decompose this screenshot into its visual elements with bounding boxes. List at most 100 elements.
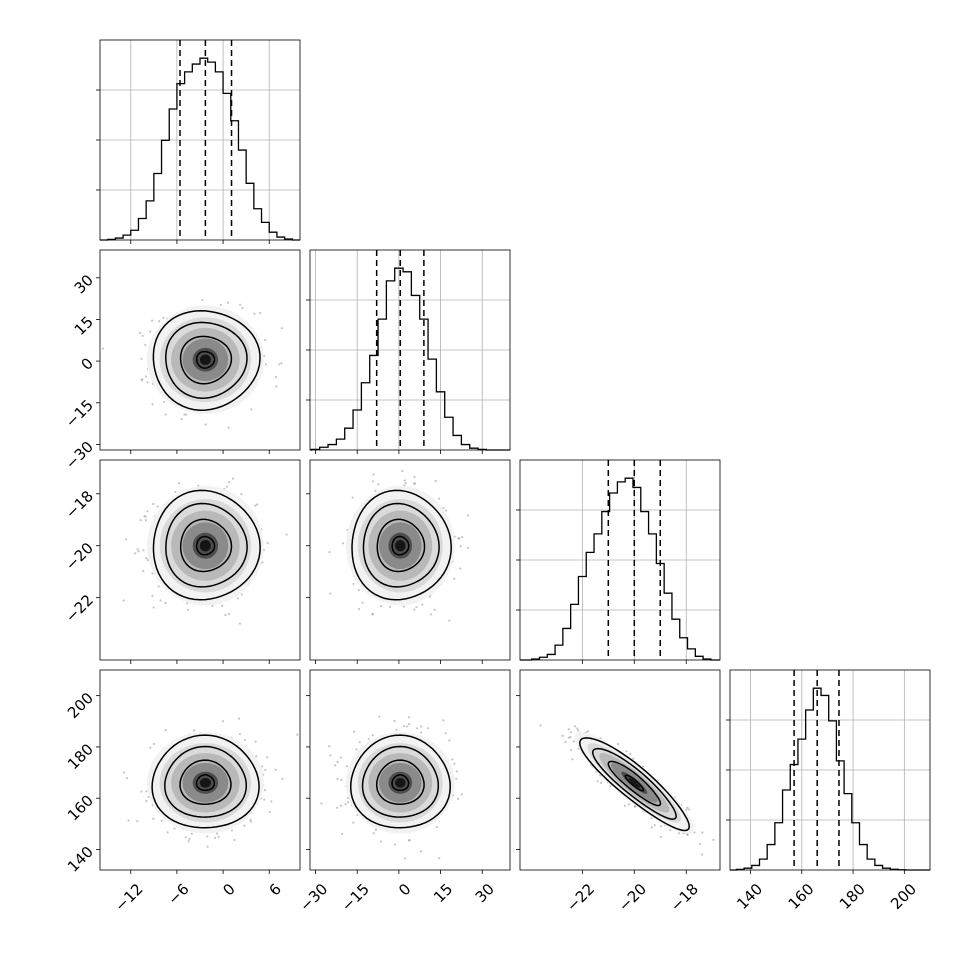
scatter-point [201,298,204,301]
scatter-point [188,837,191,841]
scatter-point [435,825,439,829]
scatter-point [263,798,266,801]
contour-0 [351,489,452,601]
scatter-point [278,363,281,366]
panel-3-0 [122,717,299,848]
scatter-point [140,379,143,382]
histogram-1 [310,267,510,451]
scatter-point [564,741,567,744]
scatter-point [539,724,542,727]
scatter-point [166,831,169,834]
scatter-point [341,832,344,836]
scatter-point [193,729,196,732]
density-level-5 [395,540,406,552]
scatter-point [125,777,129,780]
scatter-point [393,719,396,723]
scatter-point [240,593,243,596]
scatter-point [334,764,337,767]
scatter-point [419,850,423,853]
scatter-point [413,608,416,611]
scatter-point [428,595,431,598]
scatter-point [320,802,323,805]
scatter-point [145,790,148,793]
scatter-point [412,482,416,485]
scatter-point [336,778,339,781]
density-level-5 [395,778,406,788]
scatter-point [395,728,398,732]
scatter-point [393,843,396,846]
scatter-point [227,301,230,304]
scatter-point [336,760,339,763]
scatter-point [185,413,188,416]
scatter-point [344,803,347,806]
scatter-point [134,552,137,555]
scatter-point [144,375,148,378]
scatter-point [570,748,573,751]
scatter-point [372,473,375,476]
scatter-point [146,381,149,384]
scatter-point [151,594,154,597]
scatter-point [145,799,148,803]
scatter-point [341,542,345,545]
scatter-point [340,778,343,781]
grid-layer [100,40,930,870]
scatter-point [164,601,167,604]
scatter-point [187,840,190,843]
scatter-point [633,805,636,808]
scatter-point [264,768,267,772]
scatter-point [266,756,269,759]
scatter-point [173,827,176,830]
scatter-point [152,606,155,609]
scatter-point [571,758,574,761]
scatter-point [221,604,224,607]
scatter-point [372,832,375,835]
scatter-point [448,619,451,622]
contour-1 [591,747,677,820]
scatter-point [146,558,149,562]
scatter-point [576,727,579,730]
contour-1 [165,321,248,399]
scatter-point [238,622,242,625]
scatter-point [233,838,236,842]
scatter-point [371,612,374,615]
scatter-point [374,828,378,832]
scatter-point [351,496,354,499]
scatter-point [136,548,139,551]
scatter-point [146,510,149,513]
scatter-point [453,535,456,538]
frames-layer [99,39,931,871]
scatter-point [231,477,235,480]
scatter-point [407,839,411,842]
scatter-point [416,727,419,730]
scatter-point [180,418,183,421]
scatter-point [204,423,207,426]
scatter-point [353,730,356,733]
scatter-point [650,826,653,829]
scatter-point [335,806,339,809]
x-tick-label: 200 [887,880,920,913]
y-tick-label: 160 [64,791,97,824]
y-tick-label: −20 [62,539,97,574]
scatter-point [609,784,612,788]
scatter-point [137,550,140,553]
scatter-point [274,375,277,379]
contour-2 [607,760,662,807]
scatter-point [458,537,461,540]
scatter-point [686,834,689,837]
scatter-point [361,601,364,604]
scatter-point [268,810,271,814]
scatter-point [407,723,411,726]
scatter-point [455,777,458,780]
scatter-point [238,733,242,736]
scatter-point [569,735,572,739]
scatter-point [275,385,278,388]
y-tick-label: −22 [62,591,97,626]
scatter-point [457,797,460,800]
contour-1 [165,502,248,588]
scatter-point [140,790,143,793]
scatter-point [159,599,162,602]
scatter-point [144,519,148,522]
contour-1 [362,502,440,588]
scatter-point [260,765,264,768]
scatter-point [685,808,688,811]
